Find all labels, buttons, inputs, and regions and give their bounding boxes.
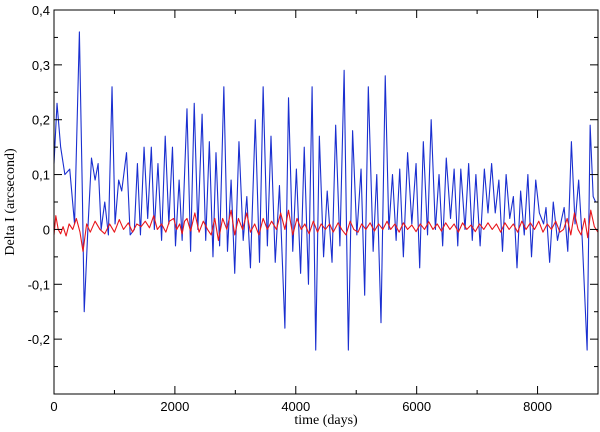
y-tick-label: -0,1	[28, 277, 50, 292]
series-line-2	[53, 209, 599, 252]
x-axis-title: time (days)	[294, 413, 358, 428]
x-tick-label: 0	[50, 399, 57, 414]
y-tick-label: -0,2	[28, 332, 50, 347]
y-tick-label: 0,2	[32, 113, 50, 128]
x-tick-label: 8000	[523, 399, 552, 414]
y-axis-title: Delta I (arcsecond)	[3, 148, 18, 256]
y-tick-label: 0,3	[32, 58, 50, 73]
series-layer	[53, 31, 599, 351]
y-tick-label: 0,1	[32, 168, 50, 183]
x-tick-label: 6000	[402, 399, 431, 414]
series-line-1	[53, 31, 598, 351]
y-tick-label: 0	[43, 222, 50, 237]
x-tick-label: 4000	[281, 399, 310, 414]
x-tick-label: 2000	[160, 399, 189, 414]
y-tick-label: 0,4	[32, 3, 50, 18]
y-axis: -0,2 -0,1 0 0,1 0,2 0,3 0,4	[28, 3, 598, 395]
x-axis: 0 2000 4000 6000 8000	[50, 10, 599, 414]
